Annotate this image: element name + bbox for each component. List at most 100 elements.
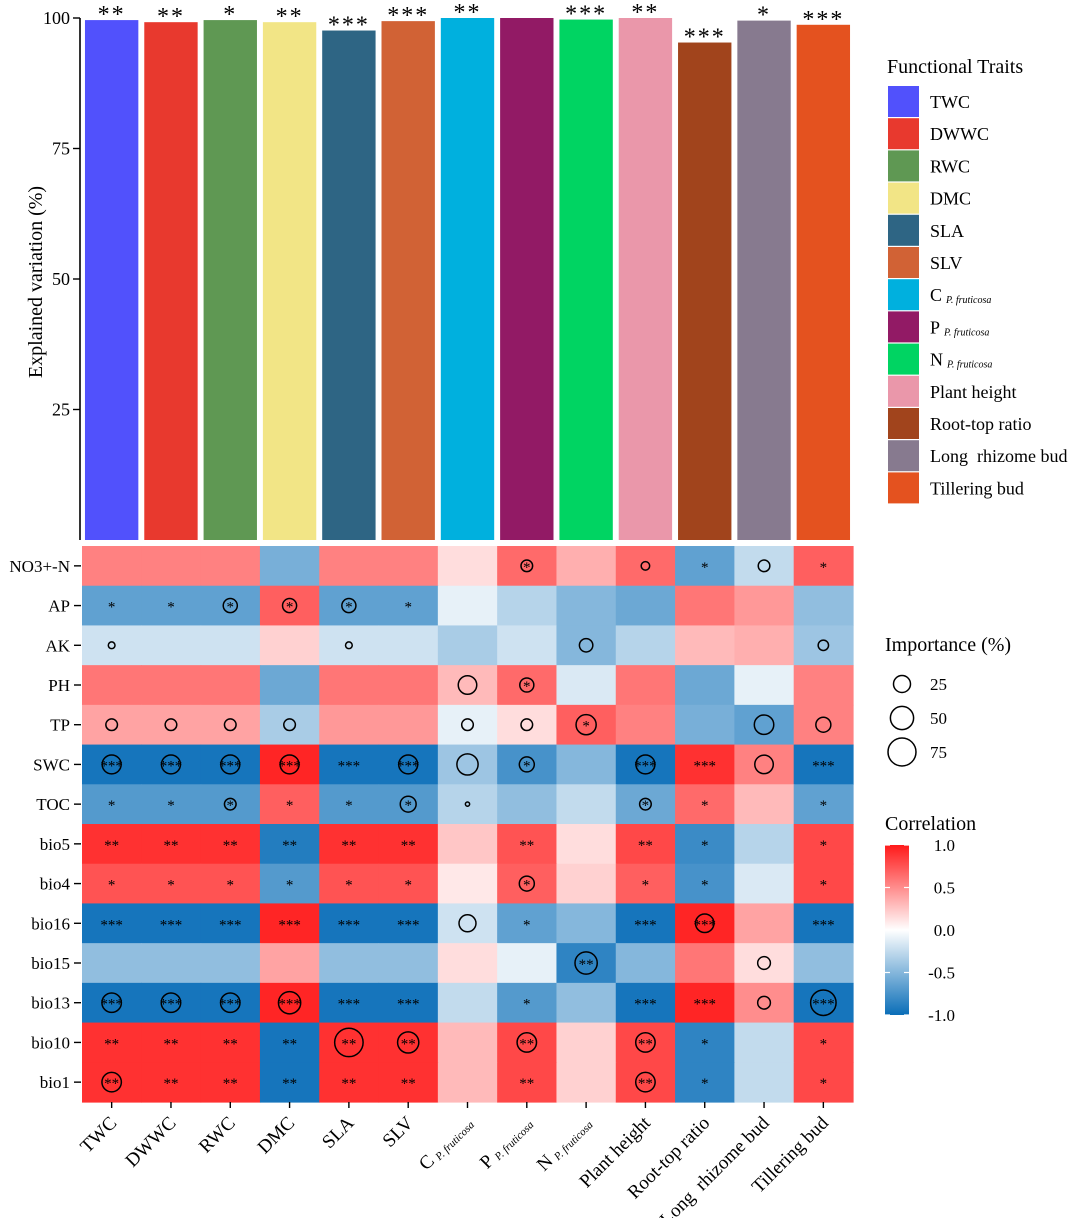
importance-legend-title: Importance (%) bbox=[885, 634, 1011, 656]
heatmap-significance: *** bbox=[100, 997, 123, 1013]
heatmap-cell bbox=[556, 982, 617, 1024]
heatmap-cell bbox=[82, 863, 142, 905]
heatmap-cell bbox=[200, 903, 261, 944]
correlation-legend-title: Correlation bbox=[885, 813, 976, 835]
importance-circle bbox=[635, 754, 656, 775]
importance-circle bbox=[757, 559, 771, 573]
bar-sla bbox=[322, 30, 376, 540]
row-label-ap: AP bbox=[48, 597, 70, 616]
heatmap-significance: *** bbox=[812, 758, 835, 774]
importance-circle bbox=[107, 641, 116, 650]
importance-circle bbox=[105, 718, 119, 732]
importance-circle bbox=[397, 754, 419, 775]
importance-circle bbox=[223, 718, 237, 732]
bar-significance: ** bbox=[98, 2, 126, 28]
heatmap-cell bbox=[141, 585, 202, 627]
row-label-bio15: bio15 bbox=[31, 954, 70, 973]
importance-circle bbox=[281, 597, 298, 614]
legend-swatch-long-rhizome-bud bbox=[888, 440, 919, 472]
heatmap-cell bbox=[615, 863, 676, 905]
heatmap-cell bbox=[615, 903, 676, 944]
heatmap-cell bbox=[200, 1022, 261, 1063]
heatmap-cell bbox=[319, 943, 380, 984]
row-label-toc: TOC bbox=[36, 795, 70, 814]
heatmap-cell bbox=[734, 824, 795, 865]
heatmap-significance: * bbox=[523, 878, 531, 894]
heatmap-cell bbox=[141, 943, 202, 984]
heatmap-significance: * bbox=[701, 878, 709, 894]
colorbar-tick-label: 1.0 bbox=[934, 836, 955, 855]
heatmap-significance: ** bbox=[341, 1076, 356, 1092]
heatmap-cell bbox=[319, 665, 380, 706]
heatmap-cell bbox=[437, 982, 498, 1024]
heatmap-cell bbox=[141, 704, 202, 746]
legend-label: Tillering bud bbox=[930, 478, 1024, 498]
legend-swatch-root-top-ratio bbox=[888, 408, 919, 439]
y-axis-ticks: 25 50 75 100 bbox=[43, 8, 80, 420]
heatmap-cell bbox=[497, 1022, 558, 1063]
heatmap-significance: * bbox=[227, 600, 235, 616]
heatmap-cell bbox=[734, 585, 795, 627]
heatmap-significance: *** bbox=[219, 917, 242, 933]
y-tick-label: 75 bbox=[52, 139, 70, 159]
importance-circle bbox=[578, 637, 594, 653]
heatmap-cell bbox=[615, 784, 676, 825]
importance-circle bbox=[756, 995, 772, 1010]
heatmap-cell bbox=[556, 1022, 617, 1063]
heatmap-significance: * bbox=[820, 560, 828, 576]
heatmap-cell bbox=[259, 625, 320, 666]
heatmap-significance: * bbox=[286, 600, 294, 616]
heatmap-significance: * bbox=[108, 600, 116, 616]
heatmap-cell bbox=[497, 744, 558, 785]
heatmap-cell bbox=[378, 943, 439, 984]
heatmap-cell bbox=[141, 665, 202, 706]
heatmap-significance: *** bbox=[278, 758, 301, 774]
heatmap-cell bbox=[793, 704, 854, 746]
importance-circles bbox=[101, 559, 837, 1093]
heatmap-cell bbox=[200, 546, 261, 587]
heatmap-cell bbox=[615, 982, 676, 1024]
heatmap-cell bbox=[497, 1062, 558, 1103]
bar-twc bbox=[84, 20, 139, 540]
heatmap-cell bbox=[259, 546, 320, 587]
heatmap-significance: * bbox=[345, 798, 353, 814]
heatmap-cell bbox=[141, 546, 202, 587]
importance-circle bbox=[754, 754, 775, 775]
bar-significance: *** bbox=[684, 25, 726, 51]
heatmap-significance: ** bbox=[163, 838, 178, 854]
heatmap-significance: * bbox=[108, 878, 116, 894]
heatmap-significance: *** bbox=[397, 758, 420, 774]
bar-slv bbox=[381, 21, 435, 540]
importance-circle bbox=[460, 718, 475, 732]
heatmap-significance: ** bbox=[638, 838, 653, 854]
heatmap-cell bbox=[793, 625, 854, 666]
functional-traits-legend: Functional Traits TWC DWWC RWC DMC SLA SLV C P.… bbox=[887, 56, 1067, 504]
heatmap-cells bbox=[82, 546, 854, 1103]
heatmap-cell bbox=[259, 665, 320, 706]
importance-circle bbox=[518, 756, 536, 773]
importance-legend-label: 75 bbox=[930, 743, 947, 762]
heatmap-significance: * bbox=[345, 878, 353, 894]
legend-swatch-n-p-fruticosa bbox=[888, 343, 919, 375]
heatmap-cell bbox=[437, 665, 498, 706]
col-label-twc: TWC bbox=[76, 1113, 121, 1158]
heatmap-significance: ** bbox=[401, 1076, 416, 1092]
heatmap-cell bbox=[141, 824, 202, 865]
heatmap-cell bbox=[556, 784, 617, 825]
importance-circle bbox=[638, 797, 652, 811]
row-label-no3-n: NO3+-N bbox=[9, 557, 70, 576]
heatmap-cell bbox=[319, 1062, 380, 1103]
legend-swatch-p-p-fruticosa bbox=[888, 311, 919, 343]
heatmap-significance: * bbox=[404, 798, 412, 814]
heatmap-cell bbox=[319, 982, 380, 1024]
heatmap-significance: *** bbox=[219, 997, 242, 1013]
legend-label: SLA bbox=[930, 221, 964, 241]
bar-significance: ** bbox=[631, 0, 659, 26]
legend-label: SLV bbox=[930, 253, 962, 273]
heatmap-cell bbox=[82, 546, 142, 587]
bar-dmc bbox=[262, 22, 317, 540]
heatmap-significance: ** bbox=[341, 838, 356, 854]
heatmap-cell bbox=[259, 943, 320, 984]
heatmap-cell bbox=[556, 665, 617, 706]
